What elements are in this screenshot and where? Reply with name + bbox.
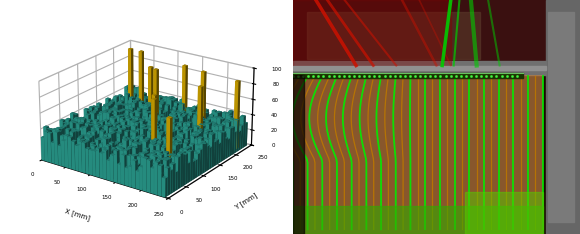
Bar: [307, 12, 480, 59]
Polygon shape: [293, 75, 543, 234]
Bar: [549, 12, 574, 222]
X-axis label: X [mm]: X [mm]: [64, 207, 91, 221]
Bar: [293, 75, 304, 234]
Bar: [546, 0, 580, 234]
Bar: [293, 0, 451, 66]
Bar: [293, 66, 546, 70]
Bar: [293, 61, 546, 75]
Bar: [465, 192, 543, 234]
Bar: [293, 206, 543, 234]
Y-axis label: Y [mm]: Y [mm]: [234, 191, 259, 211]
Bar: [293, 0, 580, 66]
Bar: [293, 73, 523, 78]
